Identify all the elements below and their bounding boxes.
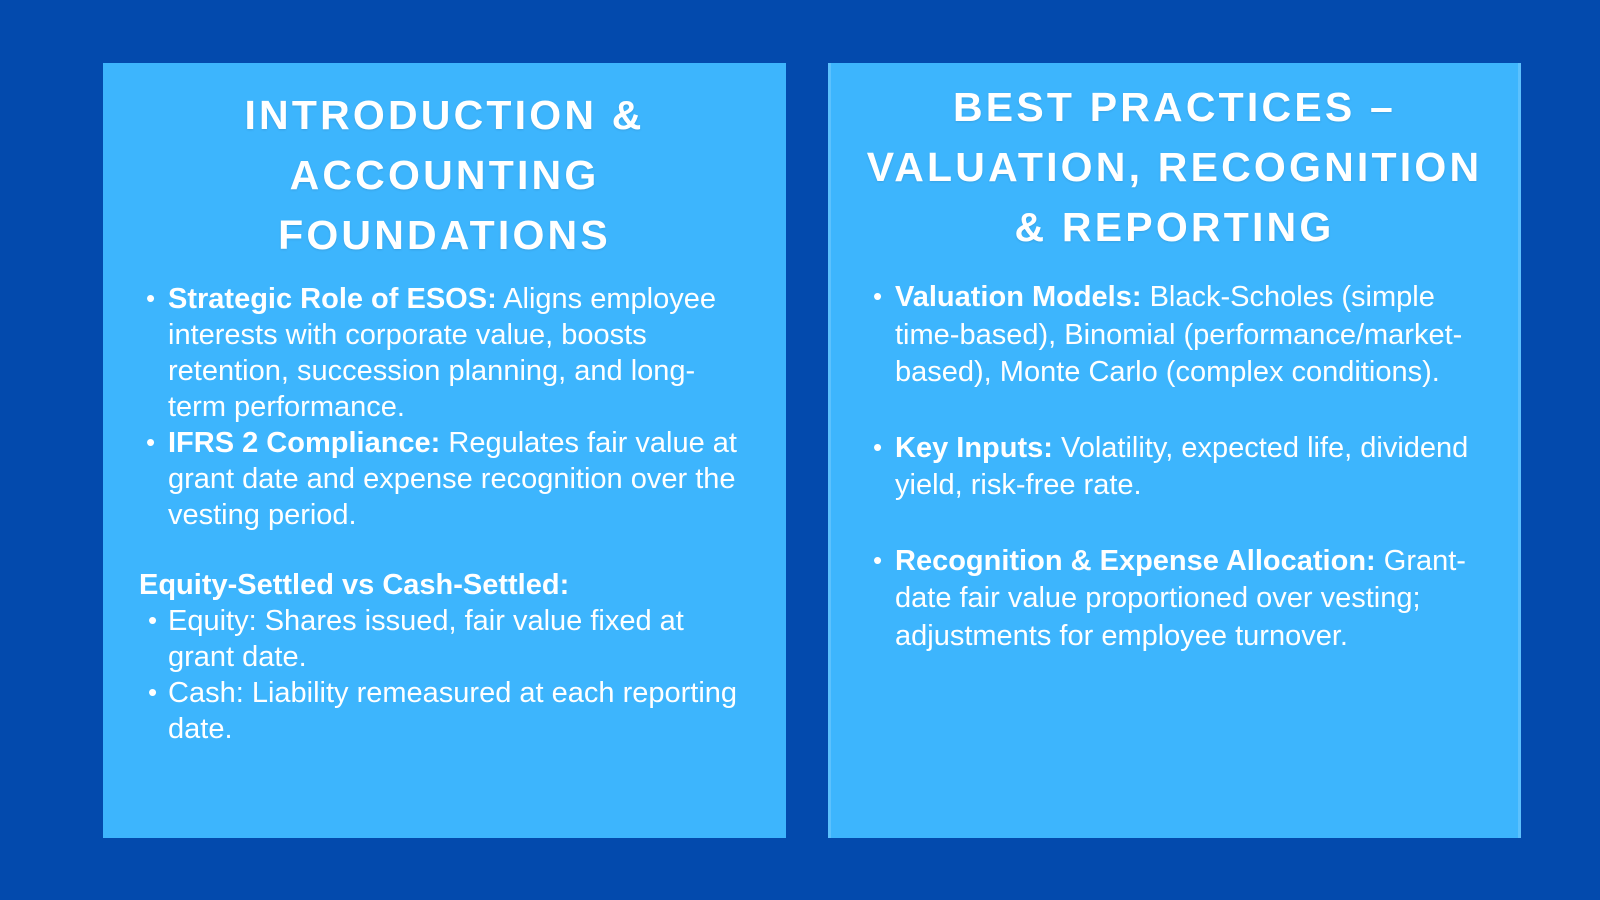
list-item: Valuation Models: Black-Scholes (simple …	[859, 278, 1490, 392]
section-spacer	[131, 533, 748, 567]
bullet-text: Aligns employee interests with corporate…	[168, 283, 716, 423]
bullet-text: Black-Scholes (simple time-based), Binom…	[895, 281, 1463, 388]
bullet-list-left: Strategic Role of ESOS: Aligns employee …	[131, 280, 748, 533]
bullet-list-right: Valuation Models: Black-Scholes (simple …	[859, 278, 1490, 656]
panel-title-left: INTRODUCTION & ACCOUNTING FOUNDATIONS	[244, 92, 645, 258]
list-item: Key Inputs: Volatility, expected life, d…	[859, 429, 1490, 505]
bullet-lead: Valuation Models:	[895, 281, 1142, 313]
bullet-text: Grant-date fair value proportioned over …	[895, 544, 1466, 652]
bullet-lead: Strategic Role of ESOS:	[168, 283, 497, 315]
sub-bullet-list-left: Equity: Shares issued, fair value fixed …	[131, 602, 748, 747]
bullet-lead: IFRS 2 Compliance:	[168, 427, 441, 459]
list-item: Strategic Role of ESOS: Aligns employee …	[131, 280, 748, 425]
panel-best-practices-valuation-recognition-reporting: BEST PRACTICES – VALUATION, RECOGNITION …	[828, 63, 1521, 838]
bullet-lead: Key Inputs:	[895, 431, 1053, 464]
bullet-text: Regulates fair value at grant date and e…	[168, 427, 737, 531]
panel-title-right: BEST PRACTICES – VALUATION, RECOGNITION …	[866, 84, 1483, 250]
list-item: Recognition & Expense Allocation: Grant-…	[859, 542, 1490, 656]
panel-introduction-accounting-foundations: INTRODUCTION & ACCOUNTING FOUNDATIONS St…	[103, 63, 786, 838]
panel-left-body: Strategic Role of ESOS: Aligns employee …	[103, 265, 786, 747]
list-item: Cash: Liability remeasured at each repor…	[131, 674, 748, 747]
subheading-equity-vs-cash: Equity-Settled vs Cash-Settled:	[139, 569, 570, 601]
bullet-lead: Recognition & Expense Allocation:	[895, 544, 1376, 577]
bullet-text: Volatility, expected life, dividend yiel…	[895, 431, 1469, 502]
panel-right-body: Valuation Models: Black-Scholes (simple …	[831, 257, 1518, 655]
list-item: Equity: Shares issued, fair value fixed …	[131, 602, 748, 675]
list-item: IFRS 2 Compliance: Regulates fair value …	[131, 424, 748, 533]
